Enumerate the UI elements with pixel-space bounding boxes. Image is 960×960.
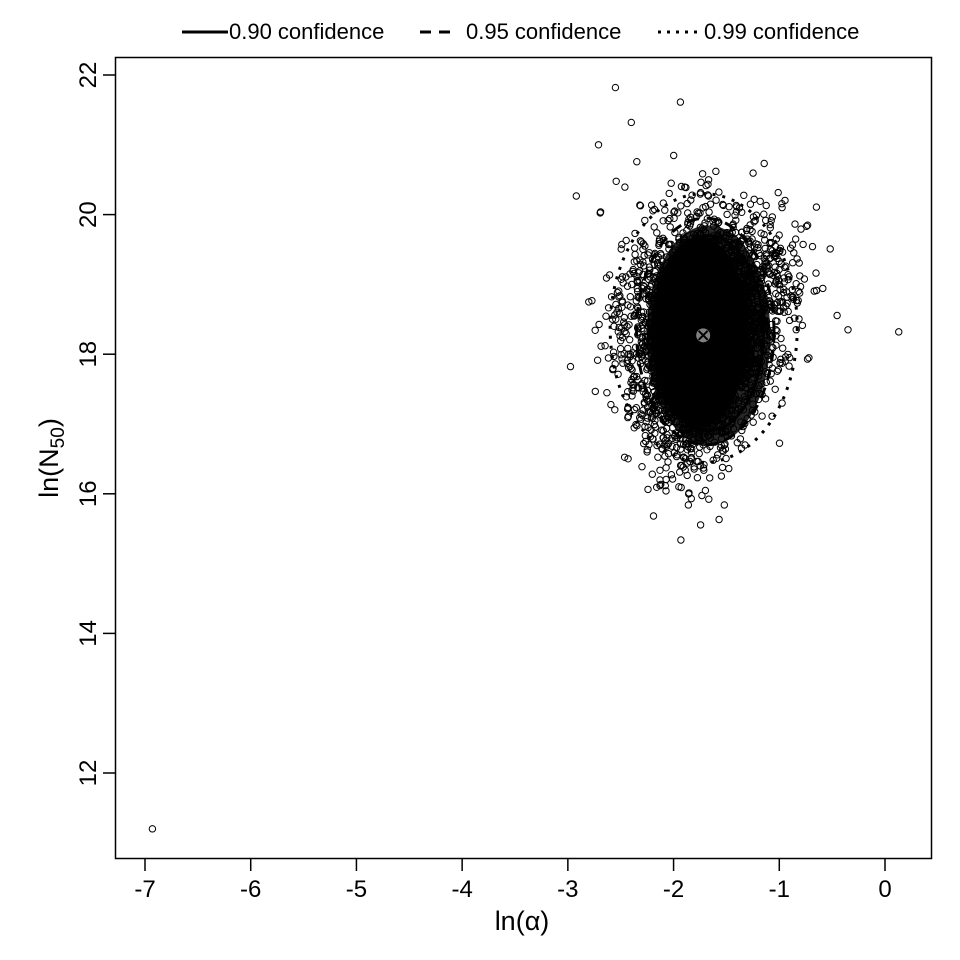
y-tick-label: 12: [75, 760, 102, 787]
x-tick-label: -2: [663, 876, 684, 903]
legend: 0.90 confidence 0.95 confidence 0.99 con…: [182, 19, 859, 44]
outlier-point: [611, 83, 620, 92]
legend-label-095: 0.95 confidence: [466, 19, 621, 44]
outlier-point: [895, 328, 903, 336]
outlier-point: [627, 118, 635, 127]
outlier-point: [675, 483, 683, 491]
legend-label-099: 0.99 confidence: [704, 19, 859, 44]
x-axis: -7 -6 -5 -4 -3 -2 -1 0: [134, 859, 892, 903]
confidence-ellipse-0.9: [650, 234, 765, 433]
confidence-ellipse-0.95: [635, 216, 776, 447]
bootstrap-points: [148, 83, 903, 833]
y-tick-label: 16: [75, 480, 102, 507]
legend-label-090: 0.90 confidence: [229, 19, 384, 44]
y-tick-label: 14: [75, 620, 102, 647]
x-tick-label: -4: [451, 876, 472, 903]
outlier-point: [594, 141, 603, 149]
outlier-point: [720, 501, 729, 509]
x-tick-label: -6: [240, 876, 261, 903]
y-tick-label: 22: [75, 62, 102, 89]
outlier-point: [684, 501, 693, 509]
x-tick-label: -3: [557, 876, 578, 903]
x-tick-label: -1: [769, 876, 790, 903]
confidence-ellipse-0.99: [608, 192, 799, 464]
outlier-point: [844, 326, 852, 334]
plot-frame: [114, 56, 933, 860]
x-tick-label: -5: [346, 876, 367, 903]
svg-text:ln(N50): ln(N50): [34, 418, 69, 498]
point-estimate-marker: [696, 328, 711, 343]
outlier-point: [712, 167, 720, 176]
x-tick-label: 0: [878, 876, 891, 903]
x-tick-label: -7: [134, 876, 155, 903]
y-axis: 12 14 16 18 20 22: [75, 62, 115, 787]
outlier-point: [148, 825, 157, 833]
x-axis-title: ln(α): [495, 906, 550, 936]
confidence-regions: [608, 192, 799, 464]
y-axis-title: ln(N50): [34, 418, 69, 498]
y-tick-label: 18: [75, 341, 102, 368]
y-tick-label: 20: [75, 201, 102, 228]
